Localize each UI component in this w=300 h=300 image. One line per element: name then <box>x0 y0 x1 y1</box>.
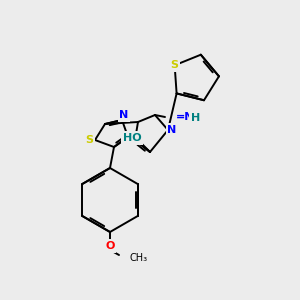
Text: CH₃: CH₃ <box>130 253 148 263</box>
Text: N: N <box>167 125 177 135</box>
Text: HO: HO <box>123 133 141 143</box>
Text: S: S <box>85 135 93 145</box>
Text: S: S <box>171 60 178 70</box>
Text: H: H <box>191 113 200 123</box>
Text: O: O <box>105 241 115 251</box>
Text: =N: =N <box>176 112 194 122</box>
Text: N: N <box>119 110 129 120</box>
